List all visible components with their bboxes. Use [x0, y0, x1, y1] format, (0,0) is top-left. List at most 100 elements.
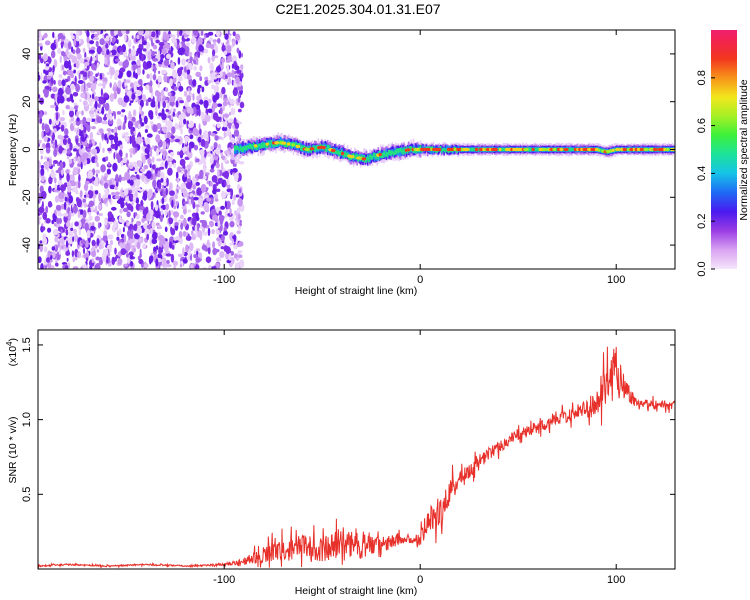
spectrogram-noise-blob — [187, 51, 193, 57]
spectrogram-noise-blob — [200, 111, 205, 120]
spectrogram-noise-blob — [164, 160, 168, 169]
spectrogram-noise-blob — [63, 60, 70, 69]
spectrogram-noise-blob — [222, 100, 228, 107]
spectrogram-noise-blob — [196, 110, 199, 116]
spectrogram-noise-blob — [211, 228, 215, 235]
spectrogram-noise-blob — [89, 113, 95, 118]
spectrogram-noise-blob — [93, 36, 100, 41]
spectrogram-ridge-cell — [235, 145, 237, 150]
spectrogram-noise-blob — [62, 138, 68, 146]
spectrogram-noise-blob — [171, 47, 174, 51]
spectrogram-noise-blob — [127, 257, 131, 264]
spectrogram-noise-blob — [237, 183, 241, 190]
spectrogram-noise-blob — [155, 30, 159, 38]
spectrogram-noise-blob — [48, 158, 52, 167]
spectrogram-noise-blob — [151, 156, 155, 163]
spectrogram-noise-blob — [146, 212, 151, 222]
spectrogram-noise-blob — [218, 210, 222, 216]
spectrogram-noise-blob — [95, 205, 98, 212]
spectrogram-noise-blob — [118, 215, 122, 223]
spectrogram-ridge-cell — [252, 142, 255, 147]
spectrogram-noise-blob — [114, 195, 121, 200]
spectrogram-noise-blob — [38, 42, 43, 47]
spectrogram-noise-blob — [78, 72, 81, 80]
spectrogram-noise-blob — [108, 119, 114, 125]
spectrogram-noise-blob — [239, 101, 245, 109]
spectrogram-noise-blob — [240, 72, 244, 79]
spectrogram-noise-blob — [43, 246, 48, 253]
spectrogram-noise-blob — [109, 184, 116, 190]
spectrogram-noise-blob — [235, 76, 240, 85]
spectrogram-ridge-peak — [291, 143, 296, 147]
spectrogram-noise-blob — [182, 218, 187, 227]
spectrogram-ridge-peak — [474, 147, 479, 152]
spectrogram-noise-blob — [89, 185, 94, 191]
spectrogram-ridge-peak — [615, 147, 621, 152]
spectrogram-noise-blob — [113, 220, 118, 228]
spectrogram-noise-blob — [96, 116, 103, 124]
spectrogram-ridge-peak — [622, 147, 627, 152]
spectrogram-noise-blob — [129, 164, 134, 170]
spectrogram-noise-blob — [216, 103, 223, 107]
spectrogram-noise-blob — [91, 250, 97, 258]
spectrogram-noise-blob — [131, 48, 137, 57]
spectrogram-ridge-cell — [377, 154, 380, 160]
spectrogram-noise-blob — [124, 171, 130, 181]
spectrogram-noise-blob — [109, 82, 112, 88]
spectrogram-ridge-peak — [523, 147, 529, 152]
spectrogram-ridge-cell — [262, 143, 264, 149]
spectrogram-noise-blob — [155, 39, 160, 44]
spectrogram-ridge-cell — [276, 142, 278, 147]
spectrogram-noise-blob — [162, 191, 167, 198]
spectrogram-noise-blob — [194, 204, 201, 208]
spectrogram-ridge-cell — [245, 145, 248, 151]
spectrogram-noise-blob — [126, 253, 130, 258]
spectrogram-ridge-cell — [391, 150, 394, 155]
spectrogram-noise-blob — [95, 173, 98, 178]
spectrogram-noise-blob — [215, 30, 221, 37]
spectrogram-noise-blob — [213, 55, 219, 59]
spectrogram-noise-blob — [71, 250, 75, 258]
spectrogram-noise-blob — [90, 56, 93, 63]
spectrogram-ridge-cell — [337, 150, 340, 155]
spectrogram-noise-blob — [150, 37, 153, 46]
spectrogram-noise-blob — [195, 182, 200, 186]
spectrogram-noise-blob — [45, 218, 51, 224]
spectrogram-noise-blob — [120, 233, 125, 239]
spectrogram-noise-blob — [99, 128, 104, 134]
spectrogram-ridge-peak — [542, 147, 548, 152]
spectrogram-ridge-cell — [410, 146, 412, 152]
spectrogram-noise-blob — [158, 30, 161, 36]
spectrogram-noise-blob — [225, 172, 229, 180]
spectrogram-noise-blob — [144, 228, 151, 237]
spectrogram-noise-blob — [121, 133, 125, 137]
spectrogram-noise-blob — [95, 264, 101, 269]
spectrogram-ridge-cell — [392, 152, 395, 156]
spectrogram-noise-blob — [226, 200, 231, 210]
spectrogram-noise-blob — [231, 40, 236, 47]
spectrogram-ridge-peak — [274, 141, 280, 145]
spectrogram-noise-blob — [34, 252, 37, 259]
spectrogram-noise-blob — [198, 198, 204, 206]
spectrogram-noise-blob — [54, 35, 57, 40]
spectrogram-noise-blob — [53, 59, 58, 68]
spectrogram-ridge-cell — [234, 145, 236, 151]
spectrogram-noise-blob — [82, 209, 87, 219]
spectrogram-noise-blob — [147, 152, 150, 159]
spectrogram-noise-blob — [155, 213, 160, 219]
spectrogram-ridge-cell — [386, 152, 389, 158]
spectrogram-noise-blob — [126, 79, 131, 84]
spectrogram-noise-blob — [110, 30, 115, 37]
spectrogram-noise-blob — [239, 259, 245, 268]
spectrogram-noise-blob — [174, 122, 179, 130]
spectrogram-noise-blob — [65, 229, 69, 236]
spectrogram-noise-blob — [169, 78, 173, 87]
spectrogram-noise-blob — [131, 60, 137, 66]
spectrogram-ridge-cell — [314, 147, 316, 152]
spectrogram-noise-blob — [209, 181, 213, 187]
snr-scale-note: (x104) — [5, 338, 19, 366]
spectrogram-noise-blob — [234, 122, 240, 129]
spectrogram-noise-blob — [142, 48, 147, 52]
spectrogram-noise-blob — [127, 39, 132, 48]
spectrogram-noise-blob — [149, 86, 153, 94]
